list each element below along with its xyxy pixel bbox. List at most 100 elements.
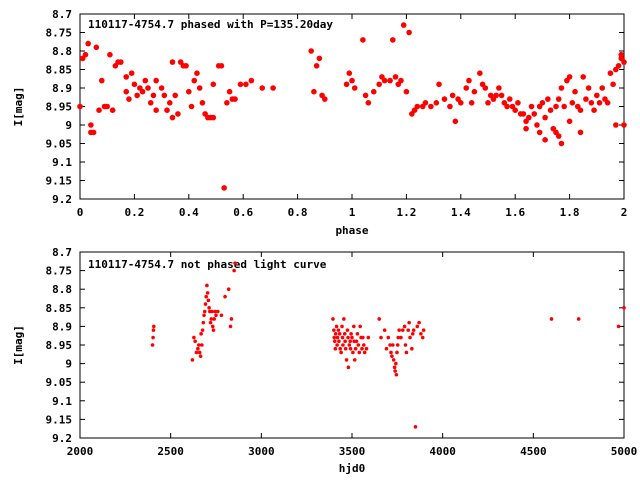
data-point <box>566 74 573 80</box>
data-point <box>213 309 217 314</box>
data-point <box>208 320 213 325</box>
y-tick-label: 9 <box>65 358 72 371</box>
data-point <box>232 96 238 102</box>
data-point <box>205 283 209 288</box>
data-point <box>381 77 388 84</box>
y-tick-label: 9.2 <box>52 193 72 206</box>
data-point <box>233 261 237 265</box>
data-point <box>333 332 338 336</box>
data-point <box>212 317 216 321</box>
data-point <box>153 107 159 113</box>
y-tick-label: 8.95 <box>46 339 73 352</box>
data-point <box>561 103 567 110</box>
data-point <box>361 343 366 347</box>
data-point <box>393 369 397 373</box>
data-point <box>406 328 411 332</box>
data-point <box>391 358 396 362</box>
data-point <box>394 361 398 366</box>
data-point <box>360 37 366 43</box>
data-point <box>342 332 347 336</box>
data-point <box>199 100 206 106</box>
data-point <box>342 317 346 321</box>
data-point <box>194 70 200 76</box>
y-tick-label: 8.95 <box>46 101 73 114</box>
data-point <box>334 324 339 329</box>
data-point <box>422 100 429 106</box>
data-point <box>512 107 518 113</box>
x-tick-label: 0.8 <box>288 206 308 219</box>
data-point <box>196 346 200 351</box>
data-point <box>183 63 189 69</box>
data-point <box>205 291 210 295</box>
data-point <box>226 88 233 95</box>
data-point <box>362 92 369 99</box>
data-point <box>336 328 341 332</box>
data-point <box>496 85 502 91</box>
data-point <box>206 298 211 303</box>
data-point <box>436 81 442 88</box>
x-tick-label: 3000 <box>248 445 275 458</box>
data-point <box>169 114 176 121</box>
data-point <box>452 118 459 125</box>
data-point <box>224 100 230 106</box>
data-point <box>147 100 154 106</box>
data-point <box>588 100 595 106</box>
data-point <box>161 92 168 99</box>
data-point <box>169 59 176 65</box>
data-point <box>248 77 255 84</box>
data-point <box>420 335 425 340</box>
data-point <box>534 122 540 128</box>
data-point <box>386 335 391 340</box>
data-point <box>613 122 619 128</box>
data-point <box>520 111 527 117</box>
data-point <box>395 350 399 355</box>
x-tick-label: 1.4 <box>451 206 471 219</box>
data-point <box>610 81 616 88</box>
data-point <box>172 92 178 99</box>
data-point <box>150 343 155 347</box>
data-point <box>417 320 421 325</box>
data-point <box>411 328 416 332</box>
data-point <box>346 70 353 76</box>
y-tick-label: 8.75 <box>46 27 73 40</box>
data-point <box>356 343 361 347</box>
data-point <box>621 122 627 128</box>
data-point <box>270 85 276 91</box>
data-point <box>397 328 401 332</box>
data-point <box>123 88 130 95</box>
y-tick-label: 8.9 <box>52 320 72 333</box>
data-point <box>142 77 149 84</box>
data-point <box>545 96 551 102</box>
data-point <box>400 328 405 332</box>
x-tick-label: 1.2 <box>396 206 416 219</box>
y-tick-label: 9.2 <box>52 432 72 445</box>
data-point <box>331 317 335 321</box>
data-point <box>413 425 418 429</box>
data-point <box>339 350 343 355</box>
data-point <box>607 70 614 76</box>
data-point <box>197 350 202 355</box>
data-point <box>528 103 535 110</box>
data-point <box>348 339 352 344</box>
data-point <box>558 85 565 91</box>
data-point <box>210 324 215 329</box>
data-point <box>349 77 355 84</box>
data-point <box>191 77 198 84</box>
data-point <box>360 346 364 351</box>
data-point <box>408 335 412 340</box>
data-point <box>145 85 151 91</box>
data-point <box>332 339 337 344</box>
data-point <box>389 350 393 355</box>
data-point <box>134 92 140 99</box>
data-point <box>415 324 420 329</box>
data-point <box>621 59 627 65</box>
data-point <box>572 88 578 95</box>
data-point <box>498 92 505 99</box>
x-tick-label: 1.6 <box>505 206 525 219</box>
y-tick-label: 8.75 <box>46 265 73 278</box>
data-point <box>210 81 217 88</box>
data-point <box>175 111 181 117</box>
data-point <box>126 96 132 102</box>
data-point <box>361 335 365 340</box>
